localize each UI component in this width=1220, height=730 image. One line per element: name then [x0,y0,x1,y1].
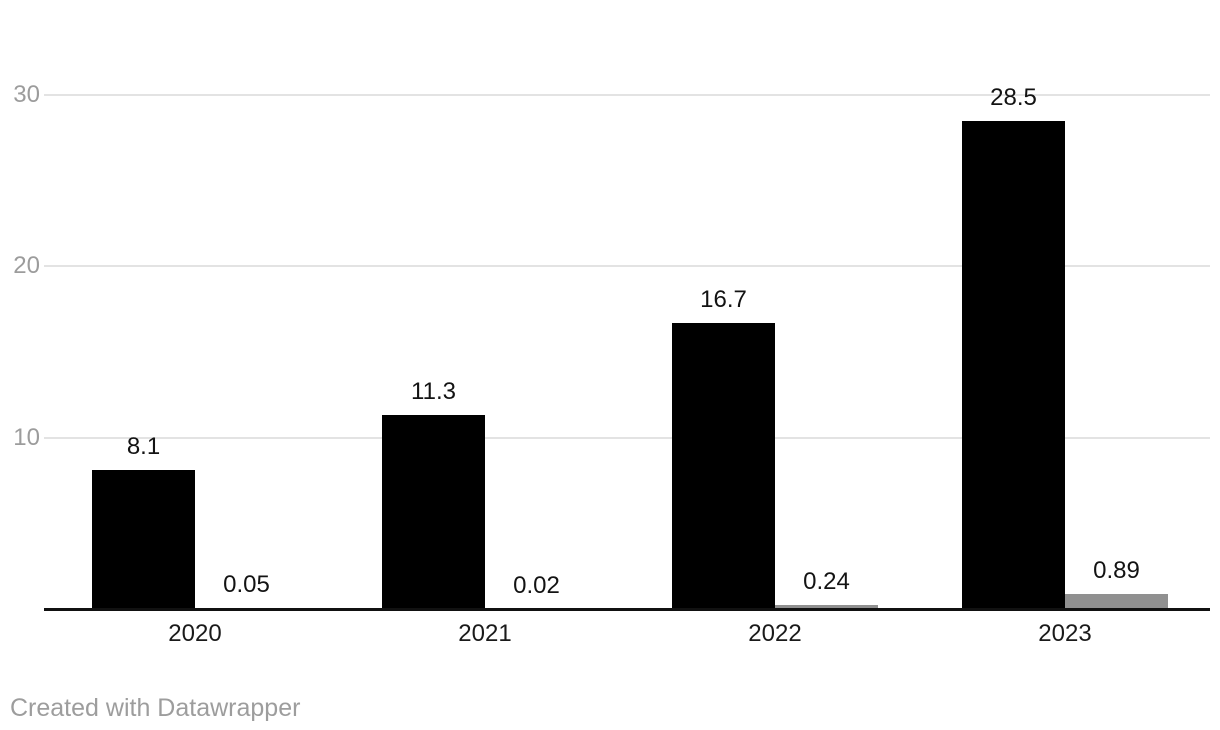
datawrapper-credit-link[interactable]: Created with Datawrapper [10,694,301,722]
bar-primary-2023 [962,120,1065,609]
y-gridline [44,436,1210,439]
bar-primary-2021 [382,415,485,609]
x-axis-baseline [44,608,1210,611]
value-label-primary-2022: 16.7 [700,285,747,313]
y-axis-tick-label: 20 [13,252,40,280]
y-gridline [44,94,1210,97]
bar-primary-2022 [672,322,775,609]
y-axis-tick-label: 30 [13,81,40,109]
value-label-secondary-2022: 0.24 [803,567,850,595]
bar-secondary-2023 [1065,593,1168,609]
x-axis-label-2020: 2020 [168,620,222,647]
y-axis-tick-label: 10 [13,423,40,451]
bar-primary-2020 [92,470,195,609]
y-gridline [44,265,1210,268]
value-label-secondary-2021: 0.02 [513,571,560,599]
value-label-primary-2020: 8.1 [126,433,161,461]
value-label-secondary-2020: 0.05 [223,571,270,599]
x-axis-label-2023: 2023 [1038,620,1092,647]
x-axis-label-2022: 2022 [748,620,802,647]
x-axis-label-2021: 2021 [458,620,512,647]
value-label-primary-2021: 11.3 [411,378,456,406]
value-label-primary-2023: 28.5 [990,83,1037,111]
value-label-secondary-2023: 0.89 [1093,556,1140,584]
bar-secondary-2022 [775,604,878,609]
